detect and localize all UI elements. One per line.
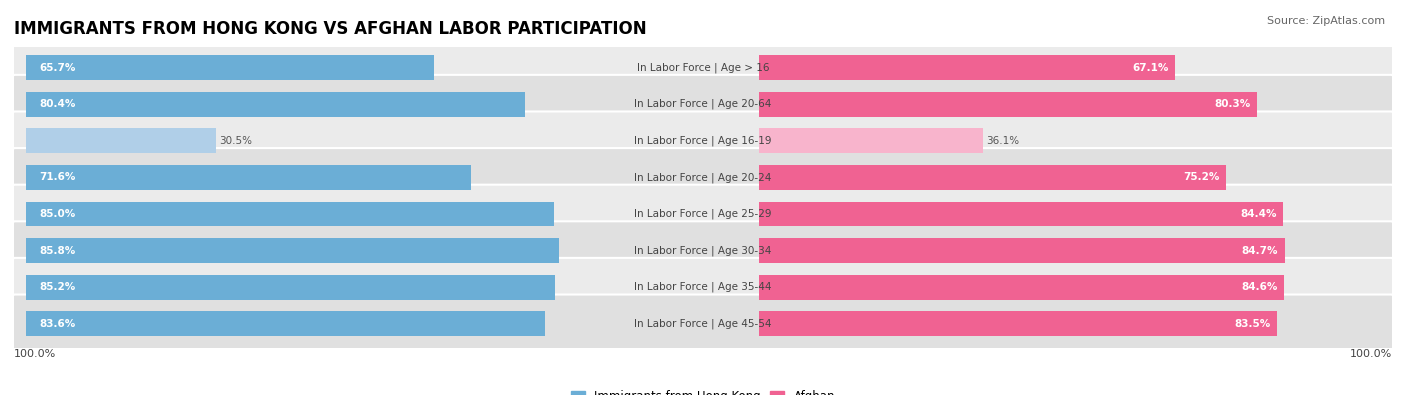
Text: In Labor Force | Age 30-34: In Labor Force | Age 30-34 [634, 245, 772, 256]
Bar [27, 55, 434, 80]
Text: 85.2%: 85.2% [39, 282, 75, 292]
Text: In Labor Force | Age 20-64: In Labor Force | Age 20-64 [634, 99, 772, 109]
Bar [27, 128, 215, 153]
Text: 84.7%: 84.7% [1241, 246, 1278, 256]
FancyBboxPatch shape [13, 295, 1393, 353]
Text: 84.4%: 84.4% [1240, 209, 1277, 219]
Text: In Labor Force | Age 45-54: In Labor Force | Age 45-54 [634, 318, 772, 329]
Bar [759, 238, 1285, 263]
FancyBboxPatch shape [13, 38, 1393, 97]
Bar [759, 92, 1257, 117]
Bar [27, 201, 554, 226]
Text: In Labor Force | Age 25-29: In Labor Force | Age 25-29 [634, 209, 772, 219]
Bar [27, 165, 471, 190]
Bar [27, 92, 526, 117]
Text: 85.8%: 85.8% [39, 246, 75, 256]
FancyBboxPatch shape [13, 185, 1393, 243]
Bar [759, 55, 1175, 80]
Text: 65.7%: 65.7% [39, 62, 76, 73]
Text: 30.5%: 30.5% [219, 136, 252, 146]
Text: IMMIGRANTS FROM HONG KONG VS AFGHAN LABOR PARTICIPATION: IMMIGRANTS FROM HONG KONG VS AFGHAN LABO… [14, 19, 647, 38]
Bar [27, 275, 555, 300]
FancyBboxPatch shape [13, 75, 1393, 134]
Text: In Labor Force | Age > 16: In Labor Force | Age > 16 [637, 62, 769, 73]
Text: 67.1%: 67.1% [1133, 62, 1170, 73]
Bar [759, 165, 1226, 190]
Bar [27, 311, 546, 336]
Bar [759, 128, 983, 153]
Text: 100.0%: 100.0% [1350, 349, 1392, 359]
FancyBboxPatch shape [13, 258, 1393, 316]
Legend: Immigrants from Hong Kong, Afghan: Immigrants from Hong Kong, Afghan [565, 385, 841, 395]
Text: In Labor Force | Age 16-19: In Labor Force | Age 16-19 [634, 135, 772, 146]
Text: 83.5%: 83.5% [1234, 319, 1271, 329]
Text: 36.1%: 36.1% [986, 136, 1019, 146]
Text: 83.6%: 83.6% [39, 319, 75, 329]
Text: 85.0%: 85.0% [39, 209, 75, 219]
FancyBboxPatch shape [13, 221, 1393, 280]
Bar [27, 238, 560, 263]
FancyBboxPatch shape [13, 148, 1393, 207]
Text: 80.3%: 80.3% [1215, 99, 1251, 109]
Bar [759, 311, 1277, 336]
Text: 100.0%: 100.0% [14, 349, 56, 359]
Bar [759, 201, 1282, 226]
Text: 80.4%: 80.4% [39, 99, 76, 109]
Text: 71.6%: 71.6% [39, 172, 76, 182]
Text: In Labor Force | Age 35-44: In Labor Force | Age 35-44 [634, 282, 772, 292]
FancyBboxPatch shape [13, 111, 1393, 170]
Bar [759, 275, 1284, 300]
Text: Source: ZipAtlas.com: Source: ZipAtlas.com [1267, 16, 1385, 26]
Text: In Labor Force | Age 20-24: In Labor Force | Age 20-24 [634, 172, 772, 182]
Text: 75.2%: 75.2% [1182, 172, 1219, 182]
Text: 84.6%: 84.6% [1241, 282, 1278, 292]
